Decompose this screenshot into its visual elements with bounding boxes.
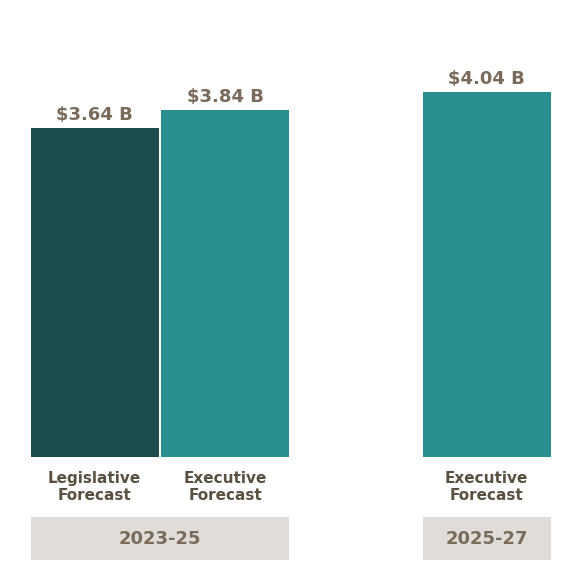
Text: $4.04 B: $4.04 B bbox=[449, 70, 525, 88]
Bar bbox=[161, 110, 290, 457]
Bar bbox=[423, 91, 551, 457]
Text: $3.84 B: $3.84 B bbox=[187, 88, 264, 106]
Text: $3.64 B: $3.64 B bbox=[56, 106, 133, 124]
Bar bbox=[31, 128, 158, 457]
Text: 2023-25: 2023-25 bbox=[119, 530, 201, 547]
Text: 2025-27: 2025-27 bbox=[446, 530, 528, 547]
